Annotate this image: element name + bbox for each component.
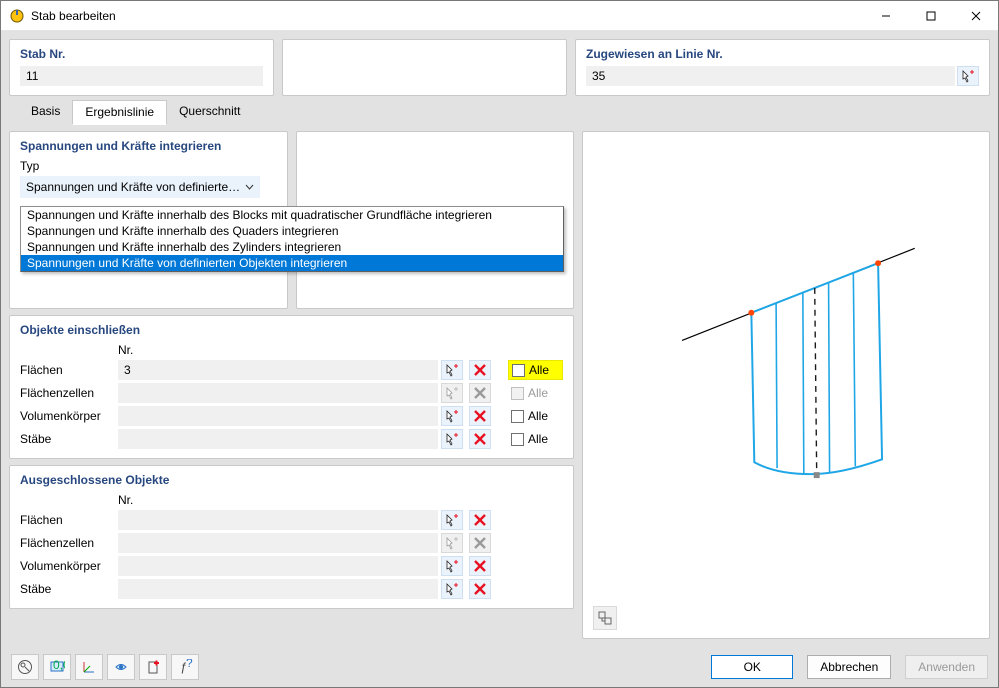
exclude-clear-button[interactable] [469, 556, 491, 576]
chevron-down-icon [245, 184, 254, 190]
label-stab-nr: Stab Nr. [20, 47, 263, 61]
close-button[interactable] [953, 1, 998, 30]
dialog-footer: 0,00 ƒ? OK Abbrechen Anwenden [1, 647, 998, 687]
exclude-clear-button [469, 533, 491, 553]
app-icon [9, 8, 25, 24]
tool-view-button[interactable] [107, 654, 135, 680]
label-typ: Typ [20, 159, 277, 173]
exclude-pick-button [441, 533, 463, 553]
combo-typ-value: Spannungen und Kräfte von definierten ..… [26, 180, 245, 194]
svg-text:0,00: 0,00 [53, 659, 65, 672]
checkbox-icon [511, 387, 524, 400]
tab-basis[interactable]: Basis [19, 100, 72, 125]
title-include: Objekte einschließen [20, 323, 563, 337]
include-pick-button[interactable] [441, 360, 463, 380]
panel-empty [282, 39, 567, 96]
exclude-input[interactable] [118, 579, 438, 599]
include-pick-button[interactable] [441, 406, 463, 426]
exclude-row-label: Flächen [20, 513, 115, 527]
group-include: Objekte einschließen Nr. Flächen Alle Fläc… [9, 315, 574, 459]
panel-linie-nr: Zugewiesen an Linie Nr. [575, 39, 990, 96]
exclude-row-label: Stäbe [20, 582, 115, 596]
svg-text:?: ? [186, 659, 193, 670]
dropdown-option[interactable]: Spannungen und Kräfte von definierten Ob… [21, 255, 563, 271]
exclude-row-label: Volumenkörper [20, 559, 115, 573]
alle-label: Alle [529, 363, 549, 377]
combo-typ[interactable]: Spannungen und Kräfte von definierten ..… [20, 176, 260, 198]
include-alle-cell[interactable]: Alle [508, 407, 563, 425]
include-clear-button [469, 383, 491, 403]
include-row-label: Flächen [20, 363, 115, 377]
exclude-clear-button[interactable] [469, 579, 491, 599]
exclude-clear-button[interactable] [469, 510, 491, 530]
titlebar: Stab bearbeiten [1, 1, 998, 31]
tool-units-button[interactable]: 0,00 [43, 654, 71, 680]
minimize-button[interactable] [863, 1, 908, 30]
group-integrate: Spannungen und Kräfte integrieren Typ Sp… [9, 131, 288, 309]
exclude-input[interactable] [118, 556, 438, 576]
alle-label: Alle [528, 432, 548, 446]
include-pick-button[interactable] [441, 429, 463, 449]
include-input [118, 383, 438, 403]
exclude-row-label: Flächenzellen [20, 536, 115, 550]
include-row-label: Flächenzellen [20, 386, 115, 400]
dropdown-option[interactable]: Spannungen und Kräfte innerhalb des Bloc… [21, 207, 563, 223]
alle-label: Alle [528, 409, 548, 423]
include-alle-cell[interactable]: Alle [508, 430, 563, 448]
exclude-pick-button[interactable] [441, 556, 463, 576]
dropdown-typ: Spannungen und Kräfte innerhalb des Bloc… [20, 206, 564, 272]
maximize-button[interactable] [908, 1, 953, 30]
checkbox-icon [511, 433, 524, 446]
checkbox-icon [512, 364, 525, 377]
include-input[interactable] [118, 429, 438, 449]
tabstrip: Basis Ergebnislinie Querschnitt [9, 100, 990, 125]
include-input[interactable] [118, 406, 438, 426]
exclude-input[interactable] [118, 510, 438, 530]
tool-help-button[interactable] [11, 654, 39, 680]
dialog-content: Stab Nr. Zugewiesen an Linie Nr. Basis E… [1, 31, 998, 647]
exclude-pick-button[interactable] [441, 510, 463, 530]
tab-querschnitt[interactable]: Querschnitt [167, 100, 252, 125]
pick-line-button[interactable] [957, 66, 979, 86]
input-linie-nr[interactable] [586, 66, 955, 86]
include-alle-cell: Alle [508, 384, 563, 402]
preview-graphic [583, 132, 989, 638]
input-stab-nr[interactable] [20, 66, 263, 86]
tool-delete-button[interactable] [139, 654, 167, 680]
dropdown-option[interactable]: Spannungen und Kräfte innerhalb des Quad… [21, 223, 563, 239]
include-clear-button[interactable] [469, 406, 491, 426]
checkbox-icon [511, 410, 524, 423]
label-linie-nr: Zugewiesen an Linie Nr. [586, 47, 979, 61]
preview-tool-button[interactable] [593, 606, 617, 630]
tool-coord-button[interactable] [75, 654, 103, 680]
group-exclude: Ausgeschlossene Objekte Nr. Flächen Fläch… [9, 465, 574, 609]
tool-function-button[interactable]: ƒ? [171, 654, 199, 680]
include-clear-button[interactable] [469, 429, 491, 449]
alle-label: Alle [528, 386, 548, 400]
panel-stab-nr: Stab Nr. [9, 39, 274, 96]
header-nr-exclude: Nr. [118, 493, 438, 507]
include-alle-cell[interactable]: Alle [508, 360, 563, 380]
tab-ergebnislinie[interactable]: Ergebnislinie [72, 100, 167, 125]
header-nr-include: Nr. [118, 343, 438, 357]
title-integrate: Spannungen und Kräfte integrieren [20, 139, 277, 153]
include-input[interactable] [118, 360, 438, 380]
include-row-label: Stäbe [20, 432, 115, 446]
exclude-input [118, 533, 438, 553]
title-exclude: Ausgeschlossene Objekte [20, 473, 563, 487]
dropdown-option[interactable]: Spannungen und Kräfte innerhalb des Zyli… [21, 239, 563, 255]
include-pick-button [441, 383, 463, 403]
include-row-label: Volumenkörper [20, 409, 115, 423]
preview-panel [582, 131, 990, 639]
ok-button[interactable]: OK [711, 655, 793, 679]
window-title: Stab bearbeiten [31, 9, 863, 23]
exclude-pick-button[interactable] [441, 579, 463, 599]
include-clear-button[interactable] [469, 360, 491, 380]
dialog-window: Stab bearbeiten Stab Nr. Zugewiesen an L… [0, 0, 999, 688]
apply-button[interactable]: Anwenden [905, 655, 988, 679]
cancel-button[interactable]: Abbrechen [807, 655, 891, 679]
